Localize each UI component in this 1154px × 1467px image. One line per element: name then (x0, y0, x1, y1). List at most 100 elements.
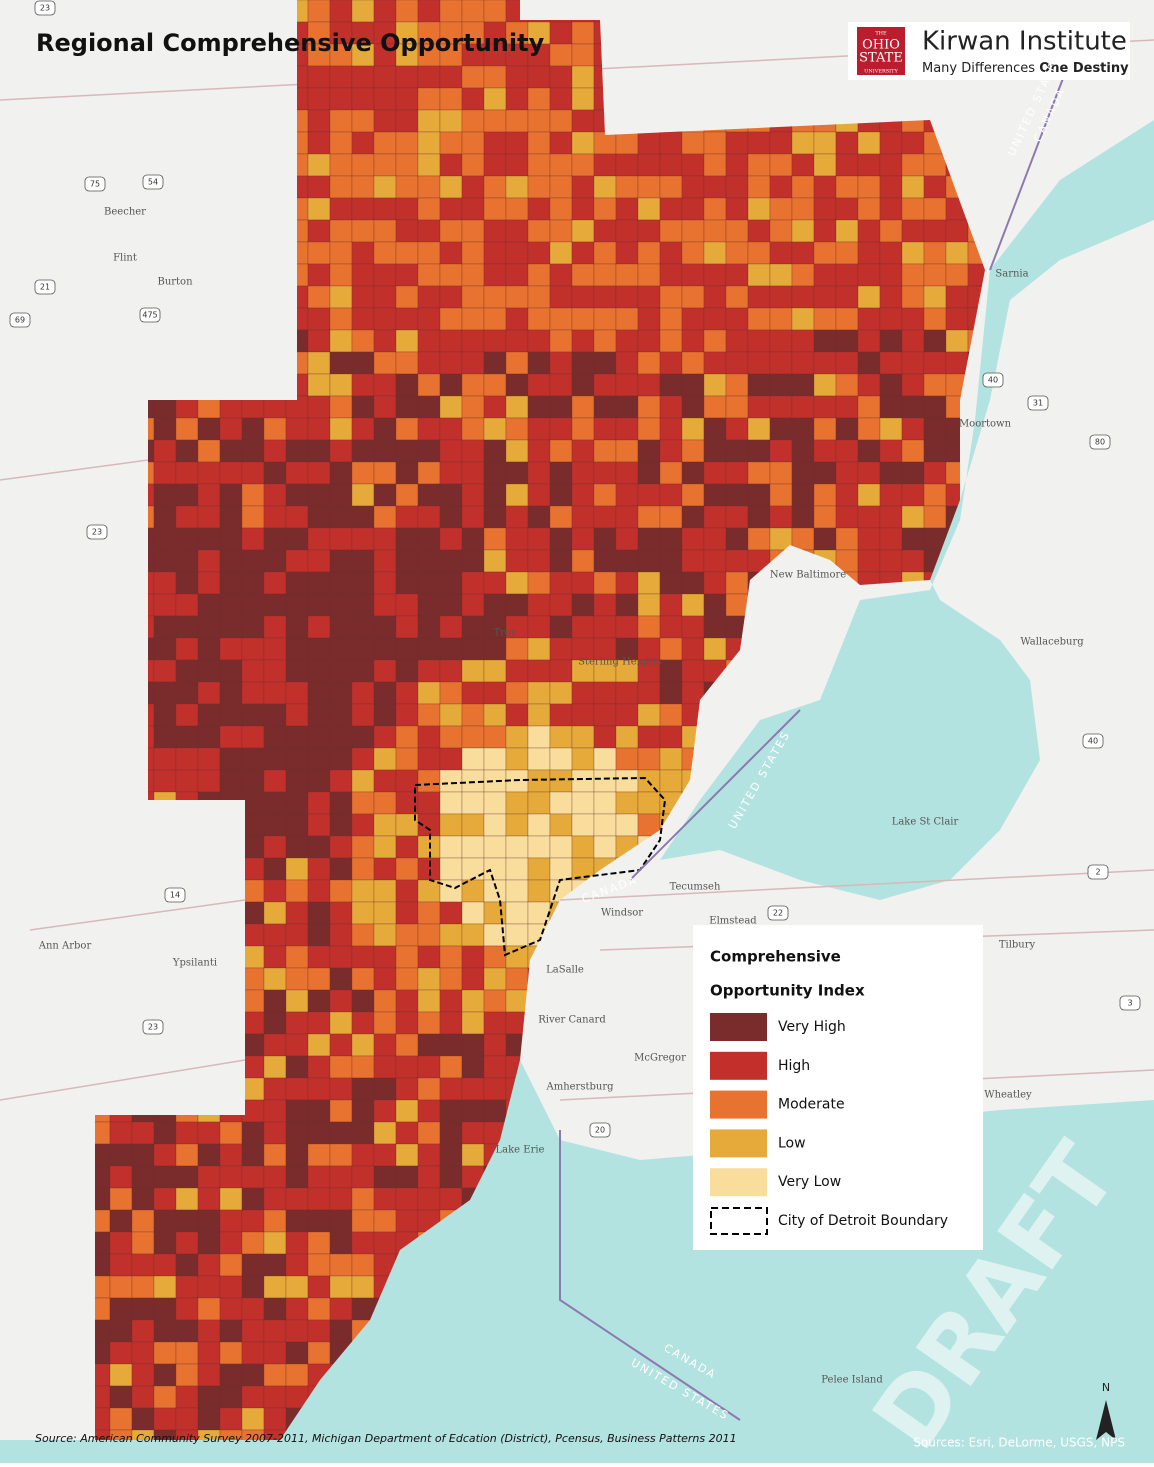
tract (395, 593, 419, 617)
tract (549, 483, 573, 507)
tract (593, 571, 617, 595)
tract (417, 1055, 441, 1079)
tract (95, 1429, 111, 1440)
tract (307, 615, 331, 639)
tract (615, 395, 639, 419)
tract (351, 1033, 375, 1057)
tract (197, 637, 221, 661)
tract (329, 175, 353, 199)
tract (593, 373, 617, 397)
tract (285, 417, 309, 441)
tract (505, 197, 529, 221)
tract (813, 175, 837, 199)
tract (329, 109, 353, 133)
tract (373, 703, 397, 727)
tract (505, 923, 529, 947)
tract (285, 549, 309, 573)
tract (175, 483, 199, 507)
tract (263, 1275, 287, 1299)
tract (549, 87, 573, 111)
tract (461, 527, 485, 551)
tract (417, 197, 441, 221)
tract (769, 175, 793, 199)
tract (417, 1121, 441, 1145)
tract (505, 439, 529, 463)
tract (351, 1121, 375, 1145)
tract (747, 241, 771, 265)
tract (857, 131, 881, 155)
tract (417, 241, 441, 265)
tract (681, 549, 705, 573)
tract (241, 1011, 265, 1035)
tract (439, 175, 463, 199)
tract (703, 527, 727, 551)
tract (725, 175, 749, 199)
tract (461, 703, 485, 727)
tract (417, 417, 441, 441)
tract (351, 1077, 375, 1101)
tract (923, 197, 947, 221)
tract (109, 1231, 133, 1255)
tract (615, 263, 639, 287)
tract (637, 263, 661, 287)
tract (549, 461, 573, 485)
tract (813, 131, 837, 155)
tract (417, 219, 441, 243)
tract (329, 351, 353, 375)
tract (329, 857, 353, 881)
tract (263, 835, 287, 859)
tract (395, 989, 419, 1013)
tract (901, 351, 925, 375)
tract (373, 109, 397, 133)
logo-mark-text: STATE (859, 51, 903, 66)
road-shield-label: 40 (1088, 737, 1098, 746)
tract (373, 131, 397, 155)
tract (483, 329, 507, 353)
tract (329, 1033, 353, 1057)
tract (747, 131, 771, 155)
tract (505, 351, 529, 375)
tract (417, 439, 441, 463)
tract (879, 131, 903, 155)
tract (373, 0, 397, 23)
detroit-boundary (414, 776, 667, 957)
tract (901, 219, 925, 243)
tract (373, 1187, 397, 1211)
tract (285, 1055, 309, 1079)
tract (527, 505, 551, 529)
tract (725, 461, 749, 485)
tract (351, 1099, 375, 1123)
tract (439, 703, 463, 727)
tract (813, 219, 837, 243)
tract (857, 439, 881, 463)
tract (483, 527, 507, 551)
tract (417, 571, 441, 595)
tract (351, 659, 375, 683)
tract (263, 1407, 287, 1431)
road-shield (589, 1122, 611, 1138)
tract (703, 549, 727, 573)
tract (329, 923, 353, 947)
tract (219, 725, 243, 749)
tract (879, 219, 903, 243)
tract (791, 505, 815, 529)
tract (461, 681, 485, 705)
tract (879, 417, 903, 441)
tract (835, 483, 859, 507)
road-shield-label: 23 (40, 4, 50, 13)
tract (219, 659, 243, 683)
tract (549, 373, 573, 397)
tract (527, 571, 551, 595)
tract (637, 439, 661, 463)
tract (263, 439, 287, 463)
logo-mark-text: OHIO (862, 38, 900, 53)
tract (769, 373, 793, 397)
tract (175, 1187, 199, 1211)
tract (131, 1319, 155, 1343)
tract (527, 637, 551, 661)
tract (351, 1011, 375, 1035)
tract (153, 1385, 177, 1409)
water (660, 120, 1154, 900)
tract (483, 571, 507, 595)
legend-label: City of Detroit Boundary (778, 1213, 948, 1229)
